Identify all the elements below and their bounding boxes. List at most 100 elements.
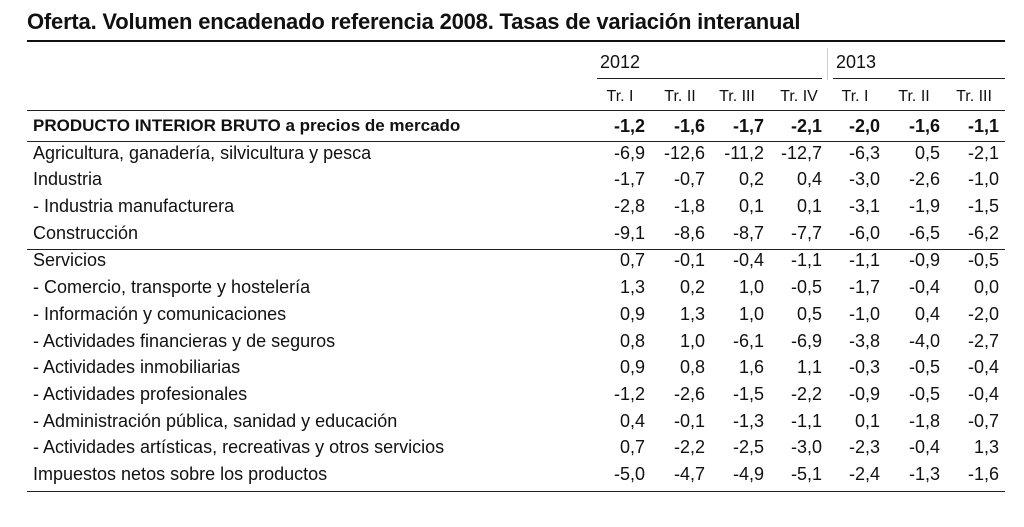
table-cell: -1,6 xyxy=(967,464,999,484)
table-cell: 0,7 xyxy=(619,437,645,457)
table-cell: -1,6 xyxy=(908,116,940,136)
table-cell: -7,7 xyxy=(790,223,822,243)
table-cell: 0,5 xyxy=(796,304,822,324)
table-cell: -0,1 xyxy=(673,250,705,270)
table-cell: -0,5 xyxy=(967,250,999,270)
table-cell: -2,7 xyxy=(967,331,999,351)
row-label: - Actividades artísticas, recreativas y … xyxy=(33,437,445,457)
row-label: Construcción xyxy=(33,223,139,243)
table-cell: -3,8 xyxy=(848,331,880,351)
table-cell: 1,3 xyxy=(619,277,645,297)
table-cell: -1,1 xyxy=(967,116,999,136)
row-rule xyxy=(27,249,1005,250)
table-cell: -0,9 xyxy=(848,384,880,404)
table-cell: -11,2 xyxy=(724,143,764,163)
table-cell: -1,5 xyxy=(732,384,764,404)
row-label: - Actividades profesionales xyxy=(33,384,248,404)
table-cell: 1,6 xyxy=(738,357,764,377)
table-cell: 0,0 xyxy=(973,277,999,297)
table-cell: -9,1 xyxy=(613,223,645,243)
table-cell: 1,0 xyxy=(738,304,764,324)
table-cell: -0,7 xyxy=(967,411,999,431)
row-label: - Comercio, transporte y hostelería xyxy=(33,277,311,297)
year-header: 2013 xyxy=(836,52,877,72)
column-header: Tr. II xyxy=(664,88,696,105)
table-cell: -6,5 xyxy=(908,223,940,243)
table-cell: -2,0 xyxy=(848,116,880,136)
table-cell: -1,3 xyxy=(732,411,764,431)
table-cell: -1,2 xyxy=(613,384,645,404)
table-cell: -0,3 xyxy=(848,357,880,377)
column-header: Tr. IV xyxy=(780,88,818,105)
year-separator xyxy=(827,48,828,80)
table-cell: 0,8 xyxy=(679,357,705,377)
table-cell: -6,9 xyxy=(613,143,645,163)
table-cell: -1,8 xyxy=(908,411,940,431)
table-cell: 1,3 xyxy=(973,437,999,457)
table-cell: 0,4 xyxy=(619,411,645,431)
table-cell: -0,4 xyxy=(967,384,999,404)
table-cell: -2,5 xyxy=(732,437,764,457)
table-cell: -1,2 xyxy=(613,116,645,136)
bottom-rule xyxy=(27,491,1005,492)
table-cell: 0,4 xyxy=(914,304,940,324)
table-cell: -1,1 xyxy=(790,250,822,270)
table-cell: -2,3 xyxy=(848,437,880,457)
header-rule xyxy=(27,110,1005,111)
table-cell: -6,0 xyxy=(848,223,880,243)
table-cell: -8,6 xyxy=(673,223,705,243)
table-cell: -1,8 xyxy=(673,196,705,216)
table-cell: -4,0 xyxy=(908,331,940,351)
table-cell: -2,6 xyxy=(673,384,705,404)
table-cell: 0,1 xyxy=(854,411,880,431)
table-cell: -2,4 xyxy=(848,464,880,484)
table-cell: -0,5 xyxy=(908,384,940,404)
table-cell: -12,7 xyxy=(780,143,822,163)
row-label: Impuestos netos sobre los productos xyxy=(33,464,328,484)
table-cell: -3,0 xyxy=(790,437,822,457)
table-cell: -4,9 xyxy=(732,464,764,484)
table-cell: -1,1 xyxy=(848,250,880,270)
table-cell: -1,7 xyxy=(613,169,645,189)
table-cell: -6,1 xyxy=(732,331,764,351)
column-header: Tr. III xyxy=(719,88,755,105)
table-cell: -1,9 xyxy=(908,196,940,216)
table-cell: 0,5 xyxy=(914,143,940,163)
table-cell: 0,1 xyxy=(738,196,764,216)
table-cell: -2,6 xyxy=(908,169,940,189)
row-label: PRODUCTO INTERIOR BRUTO a precios de mer… xyxy=(33,116,461,135)
row-label: - Administración pública, sanidad y educ… xyxy=(33,411,398,431)
row-label: - Industria manufacturera xyxy=(33,196,235,216)
table-cell: 1,1 xyxy=(796,357,822,377)
table-cell: -5,0 xyxy=(613,464,645,484)
row-label: Agricultura, ganadería, silvicultura y p… xyxy=(33,143,372,163)
table-cell: -5,1 xyxy=(790,464,822,484)
table-cell: -0,5 xyxy=(790,277,822,297)
table-cell: -0,9 xyxy=(908,250,940,270)
table-cell: -1,0 xyxy=(848,304,880,324)
title-rule xyxy=(27,40,1005,42)
table-cell: -3,1 xyxy=(848,196,880,216)
table-cell: 0,7 xyxy=(619,250,645,270)
table-cell: -1,5 xyxy=(967,196,999,216)
table-title: Oferta. Volumen encadenado referencia 20… xyxy=(27,9,801,34)
row-label: Industria xyxy=(33,169,103,189)
table-cell: -2,1 xyxy=(790,116,822,136)
table-cell: -8,7 xyxy=(732,223,764,243)
row-rule xyxy=(27,141,1005,142)
row-label: Servicios xyxy=(33,250,107,270)
column-header: Tr. III xyxy=(956,88,992,105)
table-cell: 0,4 xyxy=(796,169,822,189)
table-cell: 1,0 xyxy=(679,331,705,351)
table-cell: -1,7 xyxy=(848,277,880,297)
column-header: Tr. I xyxy=(606,88,634,105)
table-cell: -2,8 xyxy=(613,196,645,216)
table-cell: -1,0 xyxy=(967,169,999,189)
row-label: - Información y comunicaciones xyxy=(33,304,287,324)
table-cell: -4,7 xyxy=(673,464,705,484)
table-cell: -1,6 xyxy=(673,116,705,136)
table-cell: 0,2 xyxy=(679,277,705,297)
year-rule xyxy=(597,78,822,79)
column-header: Tr. II xyxy=(898,88,930,105)
table-cell: -2,0 xyxy=(967,304,999,324)
